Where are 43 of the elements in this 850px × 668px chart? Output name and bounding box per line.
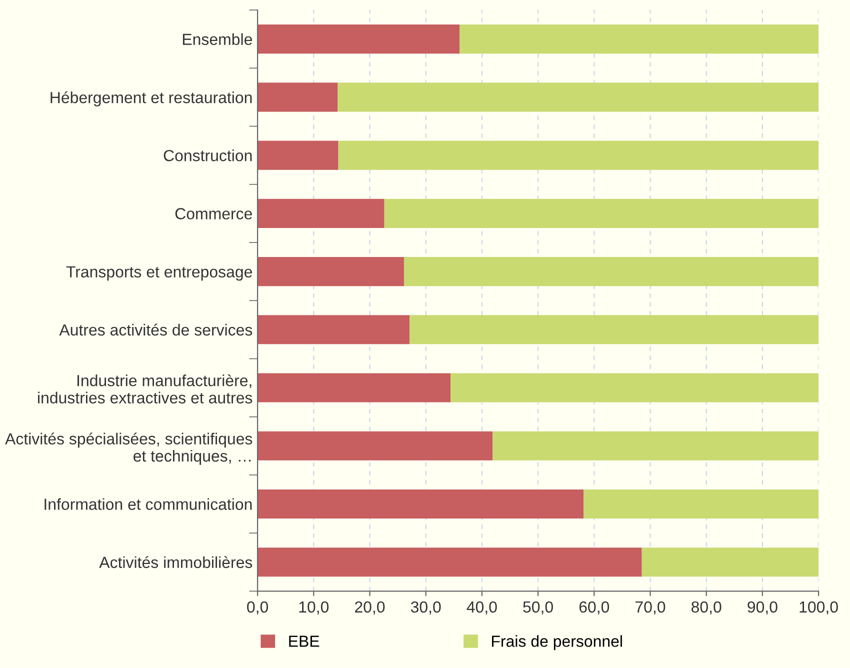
y-tick-label: Autres activités de services [59,324,252,336]
bar [338,140,819,170]
bar [258,373,451,402]
y-tick-label: Commerce [175,208,252,220]
y-tick-label: Activités immobilières [99,556,252,568]
bar [338,82,819,112]
bar [460,24,819,54]
bar [258,315,410,344]
x-tick-label: 100,0 [800,601,838,615]
x-tick-label: 90,0 [748,601,778,615]
y-tick-label: Information et communication [44,498,252,510]
bar [258,140,338,170]
bar [410,315,819,344]
x-tick-label: 80,0 [692,601,722,615]
bar [258,431,493,460]
x-tick-label: 70,0 [636,601,666,615]
x-tick-label: 30,0 [410,601,441,615]
x-tick-label: 60,0 [579,601,610,615]
bar [258,548,642,577]
y-tick-label: Activités spécialisées, scientifiques et techniques, … [5,432,252,465]
bar [258,489,584,519]
bar [258,82,338,112]
y-tick-label: Construction [164,150,252,162]
x-tick-label: 0,0 [247,601,268,615]
bar [404,257,819,286]
bar [450,373,819,402]
bar [258,198,384,228]
y-tick-label: Industrie manufacturière, industries extractives et autres [38,374,252,404]
y-tick-label: Ensemble [182,33,252,46]
bar [492,431,819,460]
bar [258,24,460,54]
bar [258,257,404,286]
x-tick-label: 50,0 [523,601,553,615]
x-tick-label: 40,0 [466,601,497,615]
legend-label: EBE [289,636,320,647]
legend-label: Frais de personnel [492,635,622,650]
y-tick-label: Hébergement et restauration [50,91,252,106]
bar [642,548,819,577]
x-tick-label: 10,0 [299,601,329,615]
bar [384,198,819,228]
y-tick-label: Transports et entreposage [66,266,252,281]
x-tick-label: 20,0 [355,601,385,615]
bar [583,489,819,519]
